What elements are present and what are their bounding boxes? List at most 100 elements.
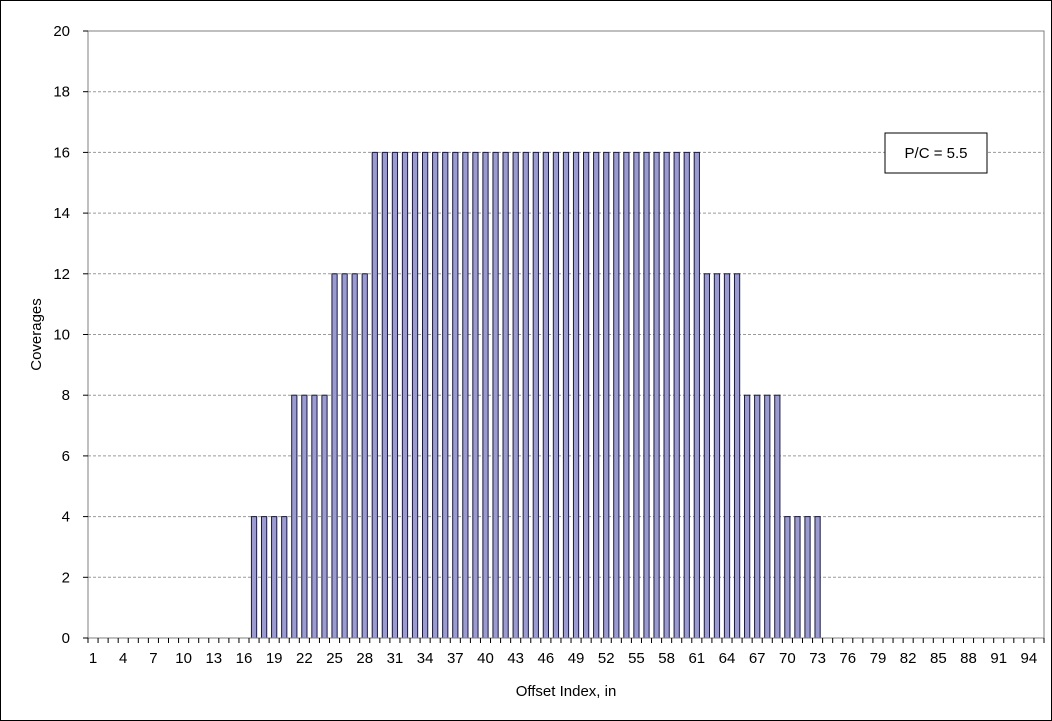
bar xyxy=(583,151,590,639)
bar xyxy=(653,151,660,639)
x-tick-label: 34 xyxy=(417,650,434,667)
bar xyxy=(744,394,751,639)
bar xyxy=(271,516,278,639)
x-tick-label: 31 xyxy=(387,650,404,667)
bar xyxy=(502,151,509,639)
y-tick-label: 2 xyxy=(62,569,70,586)
bar xyxy=(814,516,821,639)
bar xyxy=(764,394,771,639)
bar xyxy=(784,516,791,639)
bar xyxy=(492,151,499,639)
bar xyxy=(452,151,459,639)
bar xyxy=(321,394,328,639)
x-tick-label: 13 xyxy=(205,650,222,667)
bar xyxy=(542,151,549,639)
x-tick-label: 76 xyxy=(839,650,856,667)
bar xyxy=(442,151,449,639)
x-tick-label: 91 xyxy=(990,650,1007,667)
bar xyxy=(391,151,399,639)
bar xyxy=(552,151,560,639)
x-tick-label: 46 xyxy=(538,650,555,667)
bar xyxy=(351,273,358,639)
bar xyxy=(411,151,419,639)
bar xyxy=(723,273,731,639)
bar xyxy=(623,151,630,639)
annotation-box: P/C = 5.5 xyxy=(884,132,988,174)
annotation-border xyxy=(884,132,988,174)
x-tick-label: 1 xyxy=(89,650,97,667)
bar xyxy=(401,151,409,639)
bar xyxy=(572,151,580,639)
x-tick-label: 4 xyxy=(119,650,127,667)
x-tick-label: 67 xyxy=(749,650,766,667)
y-tick-label: 0 xyxy=(62,630,70,647)
x-tick-label: 40 xyxy=(477,650,494,667)
bar xyxy=(472,151,479,639)
x-tick-label: 82 xyxy=(900,650,917,667)
bar xyxy=(432,151,439,639)
x-tick-label: 52 xyxy=(598,650,615,667)
x-tick-label: 94 xyxy=(1021,650,1038,667)
x-tick-label: 16 xyxy=(236,650,253,667)
bar xyxy=(593,151,600,639)
bar xyxy=(603,151,610,639)
x-tick-label: 25 xyxy=(326,650,343,667)
x-tick-label: 88 xyxy=(960,650,977,667)
bar xyxy=(562,151,570,639)
y-tick-label: 20 xyxy=(53,23,70,40)
bar xyxy=(482,151,489,639)
bar xyxy=(421,151,429,639)
bar xyxy=(633,151,640,639)
bar xyxy=(794,516,801,639)
bars xyxy=(250,151,821,639)
bar xyxy=(291,394,298,639)
bar xyxy=(733,273,741,639)
x-tick-label: 28 xyxy=(356,650,373,667)
bar xyxy=(462,151,469,639)
y-tick-label: 4 xyxy=(62,509,70,526)
bar xyxy=(512,151,519,639)
x-tick-label: 58 xyxy=(658,650,675,667)
bar xyxy=(361,273,368,639)
x-tick-label: 70 xyxy=(779,650,796,667)
y-tick-label: 18 xyxy=(53,84,70,101)
y-axis-title: Coverages xyxy=(28,298,45,371)
bar xyxy=(683,151,690,639)
x-axis-title: Offset Index, in xyxy=(516,683,617,700)
bar xyxy=(281,516,288,639)
x-tick-label: 79 xyxy=(870,650,887,667)
bar xyxy=(311,394,318,639)
x-tick-label: 61 xyxy=(688,650,705,667)
bar xyxy=(381,151,388,639)
bar xyxy=(774,394,781,639)
x-tick-label: 64 xyxy=(719,650,736,667)
bar xyxy=(643,151,650,639)
x-tick-label: 85 xyxy=(930,650,947,667)
x-tick-label: 73 xyxy=(809,650,826,667)
y-tick-label: 8 xyxy=(62,387,70,404)
bar xyxy=(532,151,539,639)
x-tick-label: 43 xyxy=(507,650,524,667)
bar xyxy=(371,151,378,639)
x-tick-label: 7 xyxy=(149,650,157,667)
bar xyxy=(301,394,308,639)
x-tick-label: 55 xyxy=(628,650,645,667)
y-tick-label: 6 xyxy=(62,448,70,465)
bar xyxy=(663,151,670,639)
y-axis-ticks: 0 2 4 6 8 10 12 14 16 18 20 xyxy=(53,23,88,647)
x-tick-label: 19 xyxy=(266,650,283,667)
bar xyxy=(522,151,529,639)
x-tick-label: 37 xyxy=(447,650,464,667)
x-tick-label: 22 xyxy=(296,650,313,667)
bar xyxy=(804,516,811,639)
y-tick-label: 12 xyxy=(53,266,70,283)
bar xyxy=(341,273,348,639)
bar xyxy=(703,273,711,639)
bar xyxy=(673,151,680,639)
bar xyxy=(713,273,721,639)
bar xyxy=(613,151,620,639)
x-tick-label: 10 xyxy=(175,650,192,667)
x-tick-label: 49 xyxy=(568,650,585,667)
annotation-text: P/C = 5.5 xyxy=(905,145,968,162)
